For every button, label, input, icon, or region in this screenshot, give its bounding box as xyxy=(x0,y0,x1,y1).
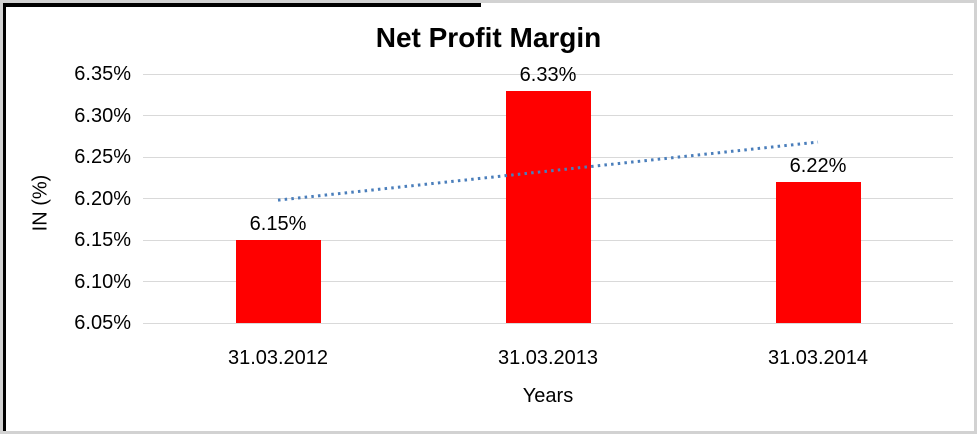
y-tick-label: 6.35% xyxy=(74,63,131,85)
gridline xyxy=(143,73,953,75)
plot-area: 6.15% 6.33% 6.22% xyxy=(143,64,953,324)
x-category-label: 31.03.2012 xyxy=(227,347,329,369)
frame-left-border xyxy=(3,3,6,431)
frame-top-border xyxy=(3,3,481,7)
x-category-label: 31.03.2014 xyxy=(767,347,869,369)
y-tick-label: 6.05% xyxy=(74,312,131,334)
gridline xyxy=(143,322,953,324)
bar xyxy=(235,240,321,323)
bar-value-label: 6.22% xyxy=(789,154,847,177)
bar-value-label: 6.15% xyxy=(249,213,307,235)
bar-value-label: 6.33% xyxy=(519,63,577,86)
chart-title: Net Profit Margin xyxy=(375,22,602,53)
y-tick-label: 6.30% xyxy=(74,104,131,127)
x-category-label: 31.03.2013 xyxy=(497,347,599,369)
y-tick-label: 6.25% xyxy=(74,146,131,168)
bar xyxy=(505,90,591,323)
y-tick-label: 6.15% xyxy=(74,229,131,251)
bar xyxy=(775,181,861,323)
y-tick-label: 6.20% xyxy=(74,187,131,210)
y-tick-label: 6.10% xyxy=(74,270,131,293)
x-axis-title: Years xyxy=(522,385,574,407)
